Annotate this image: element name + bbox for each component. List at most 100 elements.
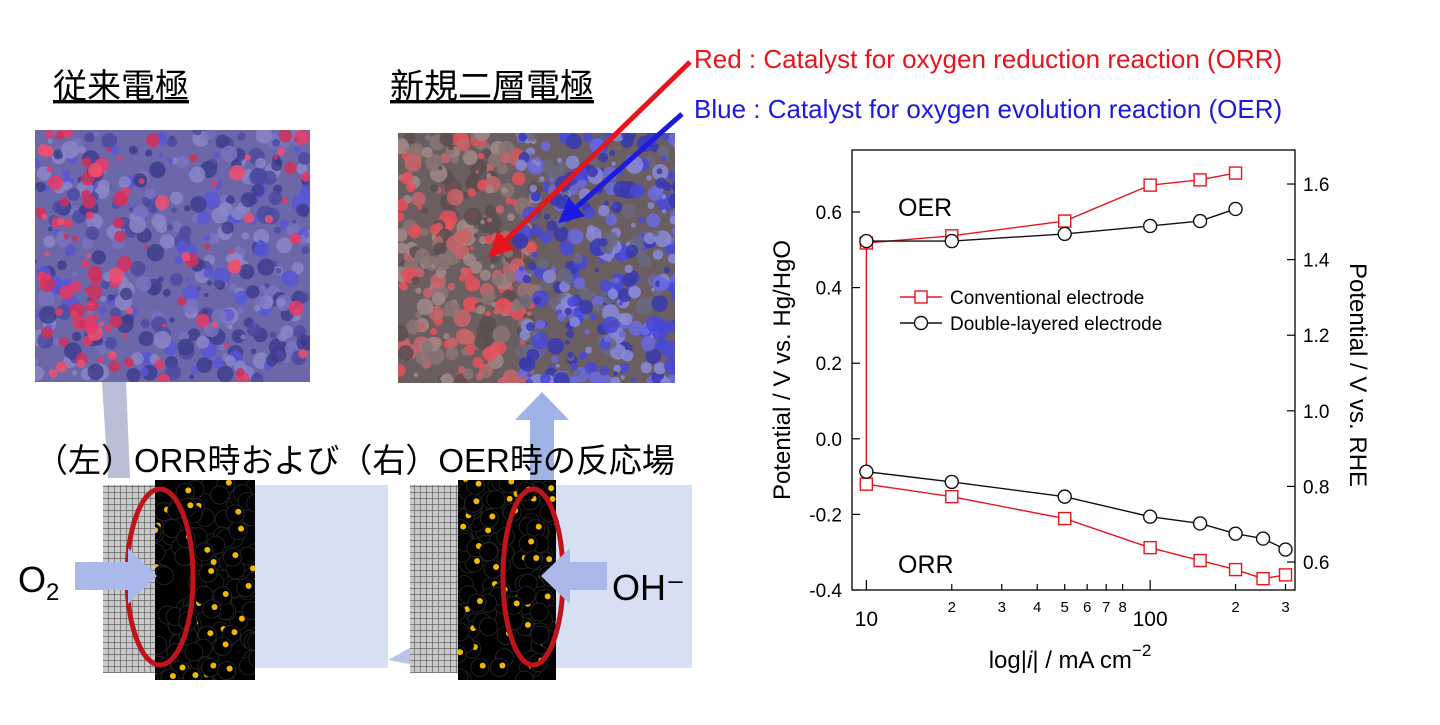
grain [605, 213, 618, 226]
grain [519, 294, 533, 308]
grain [503, 248, 514, 258]
grain [638, 254, 651, 267]
grain [405, 319, 421, 335]
marker [1058, 214, 1072, 228]
grain [467, 188, 477, 197]
grain [653, 362, 666, 375]
grain [628, 320, 643, 336]
grain [564, 340, 570, 345]
grain [505, 197, 513, 205]
grain [269, 331, 277, 339]
grain [493, 307, 501, 315]
grain [651, 287, 656, 292]
legend-marker [914, 290, 928, 304]
grain [398, 212, 405, 222]
particle [210, 485, 230, 505]
grain [539, 230, 553, 244]
grain [276, 147, 285, 156]
grain [240, 192, 256, 208]
grain [278, 130, 293, 143]
grain [500, 153, 512, 164]
grain [85, 226, 100, 241]
particle [222, 547, 242, 567]
grain [37, 289, 56, 308]
grain [55, 232, 71, 247]
particle-dot [499, 662, 506, 669]
blue-arrow [558, 112, 684, 224]
grain [406, 182, 416, 193]
legend-label: Double-layered electrode [950, 314, 1162, 335]
grain [112, 191, 128, 207]
x-tick-label: 5 [1061, 599, 1069, 616]
grain [434, 253, 452, 271]
marker [859, 477, 874, 491]
grain [570, 363, 578, 371]
particle-dot [254, 577, 255, 581]
grain [511, 171, 526, 186]
x-tick-label: 8 [1118, 599, 1126, 616]
grain [491, 273, 504, 286]
grain [398, 138, 410, 155]
x-tick-label: 3 [998, 599, 1006, 616]
grain [610, 377, 621, 383]
particle-dot [238, 615, 245, 622]
grain [128, 145, 138, 155]
grain [398, 325, 409, 342]
grain [593, 303, 602, 312]
grain [297, 152, 310, 165]
grain [126, 368, 141, 382]
grain [408, 224, 422, 239]
grain [416, 298, 434, 315]
grain [486, 173, 492, 179]
grain [640, 362, 652, 374]
grain [572, 253, 583, 264]
x-tick-label: 100 [1133, 608, 1168, 631]
x-label-part: | / mA cm [1032, 647, 1132, 674]
grain [231, 329, 246, 343]
grain [177, 296, 187, 306]
grain [276, 237, 293, 254]
grain [299, 185, 310, 202]
grain [609, 277, 615, 283]
grain [151, 316, 167, 332]
grain [190, 196, 207, 213]
grain [279, 219, 289, 229]
grain [108, 350, 117, 360]
y-tick-label: 0.0 [816, 430, 842, 451]
grain [640, 336, 656, 352]
grain [512, 233, 529, 250]
grain [66, 187, 81, 201]
reaction-caption: （左）ORR時および（右）OER時の反応場 [35, 442, 675, 479]
grain [215, 134, 230, 149]
grain [260, 284, 266, 291]
grain [44, 273, 52, 281]
grain [53, 149, 64, 160]
particle [529, 602, 549, 622]
particle-dot [493, 564, 500, 571]
grain [218, 202, 233, 217]
o2-label: O2 [18, 559, 59, 606]
y-axis-label: Potential / V vs. Hg/HgO [769, 240, 796, 500]
x-tick-label: 2 [1231, 599, 1239, 616]
grain [461, 348, 469, 356]
grain [186, 277, 191, 282]
grain [168, 158, 174, 164]
grain [645, 348, 662, 365]
grain [669, 215, 675, 225]
y2-tick-label: 0.8 [1303, 477, 1329, 498]
grain [100, 295, 107, 302]
grain [157, 373, 171, 382]
particle-dot [169, 672, 176, 679]
grain [204, 243, 211, 250]
grain [255, 130, 273, 144]
grain [613, 180, 630, 198]
grain [603, 335, 612, 343]
grain [35, 358, 40, 367]
grain [189, 154, 198, 163]
grain [399, 282, 409, 291]
grain [171, 157, 179, 165]
grain [398, 364, 406, 377]
particle [483, 559, 503, 579]
grain [583, 207, 596, 219]
particle [217, 661, 237, 680]
